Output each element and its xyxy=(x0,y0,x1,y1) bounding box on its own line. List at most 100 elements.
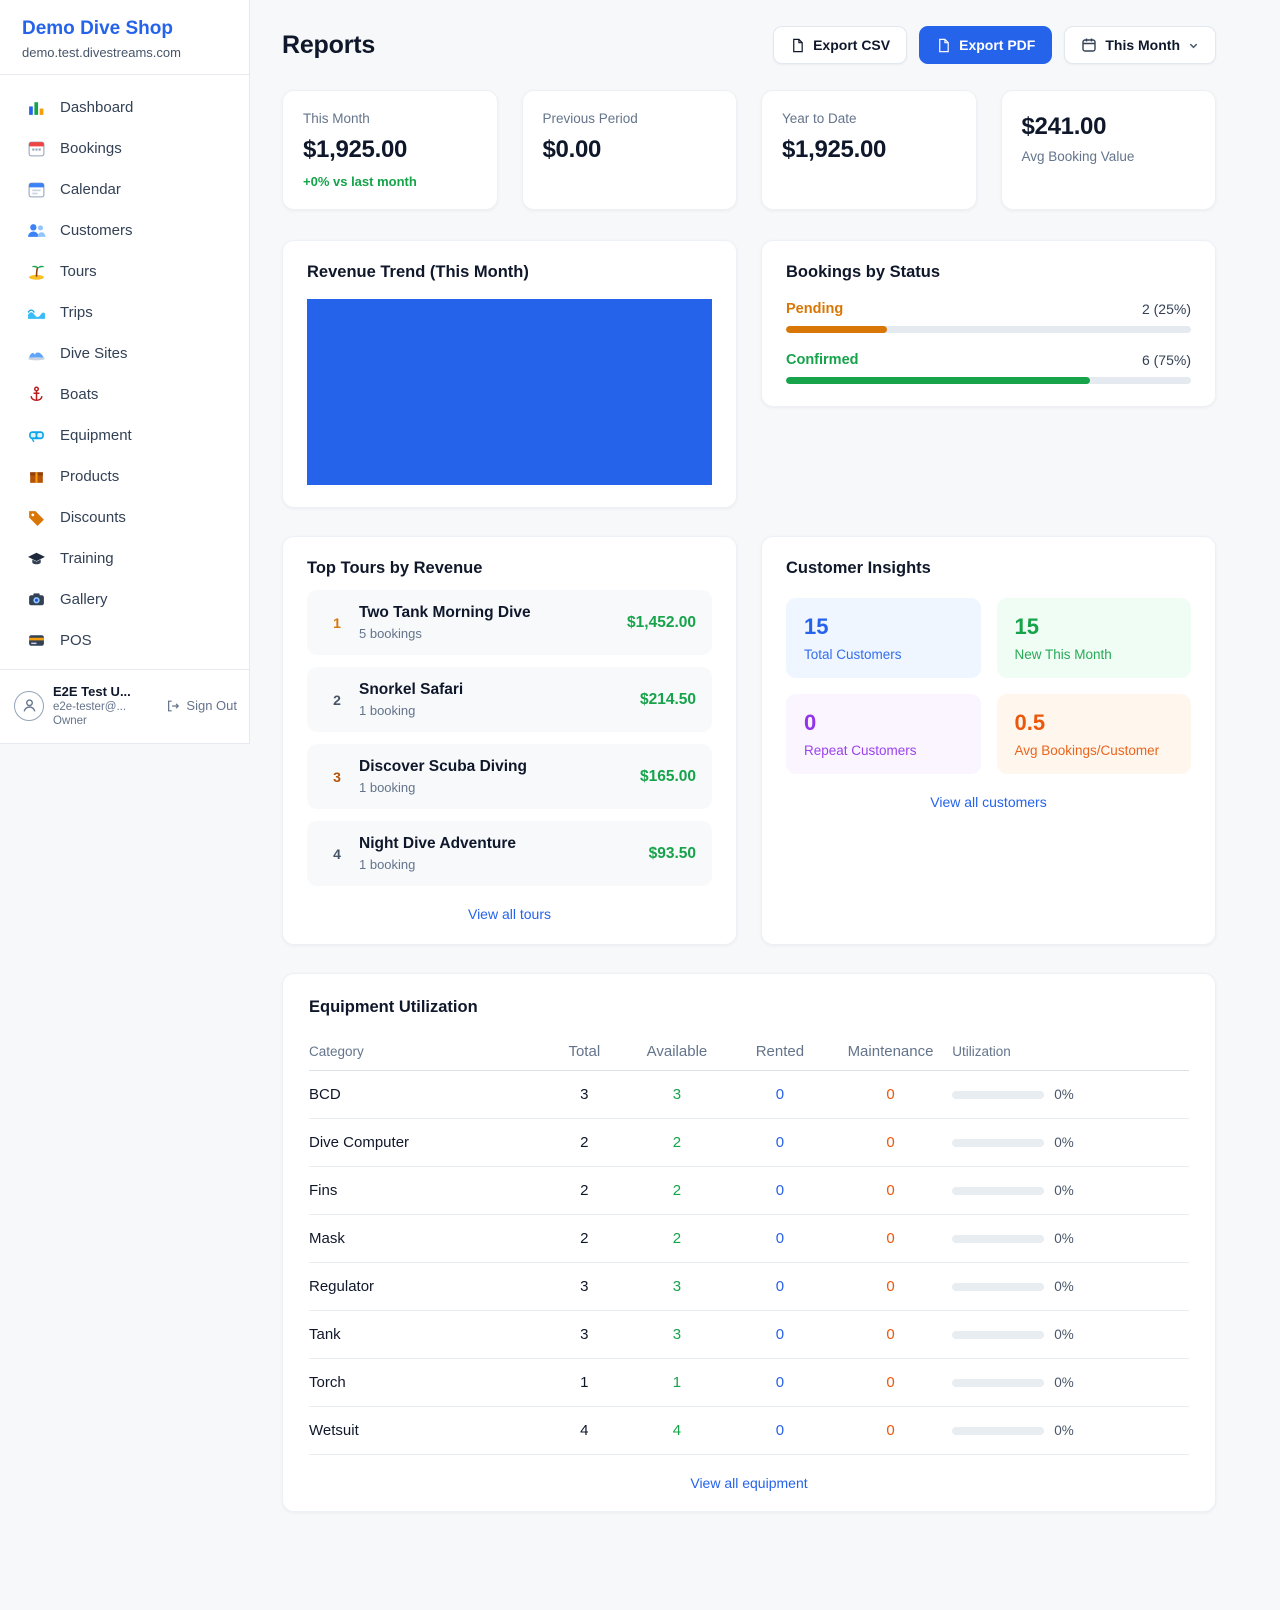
tour-revenue: $1,452.00 xyxy=(627,613,696,631)
file-icon xyxy=(793,38,803,52)
utilization-value: 0% xyxy=(1054,1231,1074,1246)
sidebar-item-bookings[interactable]: Bookings xyxy=(0,128,249,169)
tour-name: Two Tank Morning Dive xyxy=(359,604,531,621)
sidebar-item-label: Bookings xyxy=(60,140,122,157)
dashboard-icon xyxy=(26,98,46,118)
equipment-maintenance: 0 xyxy=(886,1326,895,1343)
chevron-down-icon xyxy=(1189,43,1198,48)
equipment-available: 3 xyxy=(672,1326,682,1343)
sign-out-button[interactable]: Sign Out xyxy=(166,698,237,713)
user-role: Owner xyxy=(53,715,87,727)
page-header: Reports Export CSV Export PDF This Month xyxy=(282,26,1216,64)
equipment-total: 2 xyxy=(580,1134,589,1151)
utilization-bar xyxy=(952,1330,1045,1339)
stats-row: This Month $1,925.00 +0% vs last month P… xyxy=(282,90,1216,210)
user-name: E2E Test U... xyxy=(53,684,131,699)
sidebar-item-label: Discounts xyxy=(60,509,126,526)
tour-list-item: 1 Two Tank Morning Dive 5 bookings $1,45… xyxy=(307,590,712,655)
utilization-value: 0% xyxy=(1054,1135,1074,1150)
equipment-total: 2 xyxy=(580,1230,589,1247)
tour-list-item: 3 Discover Scuba Diving 1 booking $165.0… xyxy=(307,744,712,809)
period-dropdown[interactable]: This Month xyxy=(1064,26,1216,64)
tour-name: Night Dive Adventure xyxy=(359,835,517,852)
equipment-rented: 0 xyxy=(775,1230,785,1247)
equipment-category: Fins xyxy=(309,1182,338,1199)
equipment-total: 3 xyxy=(580,1278,589,1295)
sidebar-item-calendar[interactable]: Calendar xyxy=(0,169,249,210)
sidebar-item-equipment[interactable]: Equipment xyxy=(0,415,249,456)
equipment-available: 3 xyxy=(672,1086,682,1103)
sidebar-item-training[interactable]: Training xyxy=(0,538,249,579)
sidebar-item-gallery[interactable]: Gallery xyxy=(0,579,249,620)
header-actions: Export CSV Export PDF This Month xyxy=(773,26,1216,64)
col-available: Available xyxy=(646,1043,708,1060)
equipment-total: 4 xyxy=(580,1422,589,1439)
sidebar-item-products[interactable]: Products xyxy=(0,456,249,497)
insights-row: Top Tours by Revenue 1 Two Tank Morning … xyxy=(282,536,1216,945)
col-rented: Rented xyxy=(755,1043,805,1060)
table-row: Dive Computer 2 2 0 0 0% xyxy=(309,1119,1189,1167)
export-csv-button[interactable]: Export CSV xyxy=(773,26,908,64)
user-section: E2E Test U... e2e-tester@... Owner Sign … xyxy=(0,669,249,743)
tour-bookings: 1 booking xyxy=(359,780,416,795)
products-icon xyxy=(26,467,46,487)
col-category: Category xyxy=(309,1044,364,1059)
tour-bookings: 5 bookings xyxy=(359,626,422,641)
sidebar-item-pos[interactable]: POS xyxy=(0,620,249,661)
sidebar-item-trips[interactable]: Trips xyxy=(0,292,249,333)
export-csv-label: Export CSV xyxy=(813,37,891,53)
tile-value: 15 xyxy=(804,614,829,639)
utilization-bar xyxy=(952,1234,1045,1243)
sidebar-item-label: POS xyxy=(60,632,92,649)
equipment-maintenance: 0 xyxy=(886,1134,895,1151)
trips-icon xyxy=(26,303,46,323)
equipment-category: Mask xyxy=(309,1230,345,1247)
bookings-by-status-card: Bookings by Status Pending 2 (25%) Confi… xyxy=(761,240,1216,407)
status-row-confirmed: Confirmed 6 (75%) xyxy=(786,352,1191,384)
sidebar-item-label: Training xyxy=(60,550,114,567)
view-all-customers-link[interactable]: View all customers xyxy=(930,794,1047,810)
table-row: Regulator 3 3 0 0 0% xyxy=(309,1263,1189,1311)
gallery-icon xyxy=(26,590,46,610)
view-all-equipment-link[interactable]: View all equipment xyxy=(690,1475,808,1491)
customer-insights-card: Customer Insights 15 Total Customers 15 … xyxy=(761,536,1216,945)
sidebar-item-label: Calendar xyxy=(60,181,121,198)
bookings-icon xyxy=(26,139,46,159)
tile-total-customers: 15 Total Customers xyxy=(786,598,981,678)
dive-sites-icon xyxy=(26,344,46,364)
sidebar-nav: Dashboard Bookings Calendar Customers To… xyxy=(0,75,249,669)
stat-label: Previous Period xyxy=(542,111,638,126)
status-count: 6 (75%) xyxy=(1141,352,1191,368)
tile-value: 15 xyxy=(1014,614,1039,639)
tour-rank: 1 xyxy=(333,614,341,631)
export-pdf-button[interactable]: Export PDF xyxy=(919,26,1053,64)
equipment-rented: 0 xyxy=(775,1134,785,1151)
sidebar-item-boats[interactable]: Boats xyxy=(0,374,249,415)
utilization-value: 0% xyxy=(1054,1327,1074,1342)
customer-insights-title: Customer Insights xyxy=(786,559,931,577)
calendar-nav-icon xyxy=(26,180,46,200)
tour-name: Discover Scuba Diving xyxy=(359,758,527,775)
tile-label: Repeat Customers xyxy=(804,743,917,758)
equipment-utilization-title: Equipment Utilization xyxy=(309,998,478,1016)
table-row: Tank 3 3 0 0 0% xyxy=(309,1311,1189,1359)
equipment-total: 1 xyxy=(580,1374,589,1391)
utilization-value: 0% xyxy=(1054,1183,1074,1198)
equipment-maintenance: 0 xyxy=(886,1230,895,1247)
view-all-tours-link[interactable]: View all tours xyxy=(467,906,551,922)
sidebar-item-discounts[interactable]: Discounts xyxy=(0,497,249,538)
sidebar-item-tours[interactable]: Tours xyxy=(0,251,249,292)
stat-label: This Month xyxy=(303,111,370,126)
sidebar-item-customers[interactable]: Customers xyxy=(0,210,249,251)
equipment-utilization-card: Equipment Utilization Category Total Ava… xyxy=(282,973,1216,1512)
sidebar: Demo Dive Shop demo.test.divestreams.com… xyxy=(0,0,250,744)
sidebar-item-dashboard[interactable]: Dashboard xyxy=(0,87,249,128)
col-utilization: Utilization xyxy=(952,1044,1011,1059)
equipment-total: 3 xyxy=(580,1326,589,1343)
stat-card-previous-period: Previous Period $0.00 xyxy=(521,90,737,210)
insight-tiles: 15 Total Customers 15 New This Month 0 R… xyxy=(786,598,1191,774)
status-progress-track xyxy=(786,326,1191,333)
sidebar-item-dive-sites[interactable]: Dive Sites xyxy=(0,333,249,374)
equipment-rented: 0 xyxy=(775,1422,785,1439)
